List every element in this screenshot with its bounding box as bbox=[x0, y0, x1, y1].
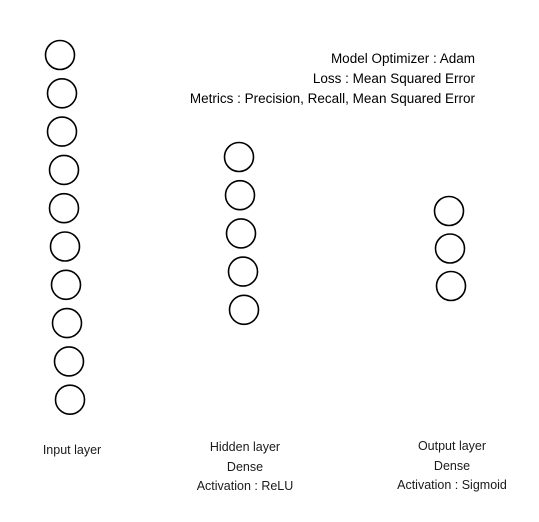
output-layer-type: Dense bbox=[433, 458, 471, 473]
output-layer-name: Output layer bbox=[417, 439, 487, 453]
output-layer-activation: Activation : Sigmoid bbox=[397, 478, 507, 492]
loss-text: Loss : Mean Squared Error bbox=[312, 71, 475, 86]
input-neuron-2 bbox=[46, 78, 78, 109]
metrics-text: Metrics : Precision, Recall, Mean Square… bbox=[189, 91, 475, 106]
hidden-layer-activation: Activation : ReLU bbox=[196, 479, 294, 493]
hidden-neuron-4 bbox=[227, 256, 259, 287]
hidden-neuron-2 bbox=[224, 179, 256, 211]
input-neuron-7 bbox=[50, 269, 82, 301]
input-neuron-1 bbox=[44, 39, 76, 71]
input-neuron-9 bbox=[53, 346, 85, 377]
hidden-neuron-3 bbox=[225, 218, 257, 249]
input-layer-label: Input layer bbox=[0, 441, 147, 461]
hidden-layer-label: Hidden layer Dense Activation : ReLU bbox=[170, 438, 320, 497]
input-neuron-10 bbox=[54, 384, 86, 416]
input-neuron-3 bbox=[46, 116, 78, 147]
hidden-neuron-5 bbox=[228, 294, 260, 326]
hidden-layer-type: Dense bbox=[226, 459, 264, 474]
input-layer-name: Input layer bbox=[42, 443, 102, 457]
input-neuron-5 bbox=[48, 192, 80, 224]
output-neuron-2 bbox=[434, 233, 466, 264]
input-neuron-4 bbox=[48, 154, 80, 186]
hidden-neuron-1 bbox=[223, 141, 255, 173]
input-neuron-8 bbox=[51, 307, 83, 339]
input-neuron-6 bbox=[49, 231, 81, 262]
input-layer-nodes bbox=[44, 39, 86, 416]
output-layer-label: Output layer Dense Activation : Sigmoid bbox=[377, 437, 527, 496]
hidden-layer-nodes bbox=[223, 141, 260, 326]
output-neuron-1 bbox=[433, 195, 465, 227]
output-layer-nodes bbox=[433, 195, 467, 302]
model-optimizer-text: Model Optimizer : Adam bbox=[330, 51, 475, 66]
output-neuron-3 bbox=[435, 270, 467, 302]
hidden-layer-name: Hidden layer bbox=[209, 440, 281, 454]
